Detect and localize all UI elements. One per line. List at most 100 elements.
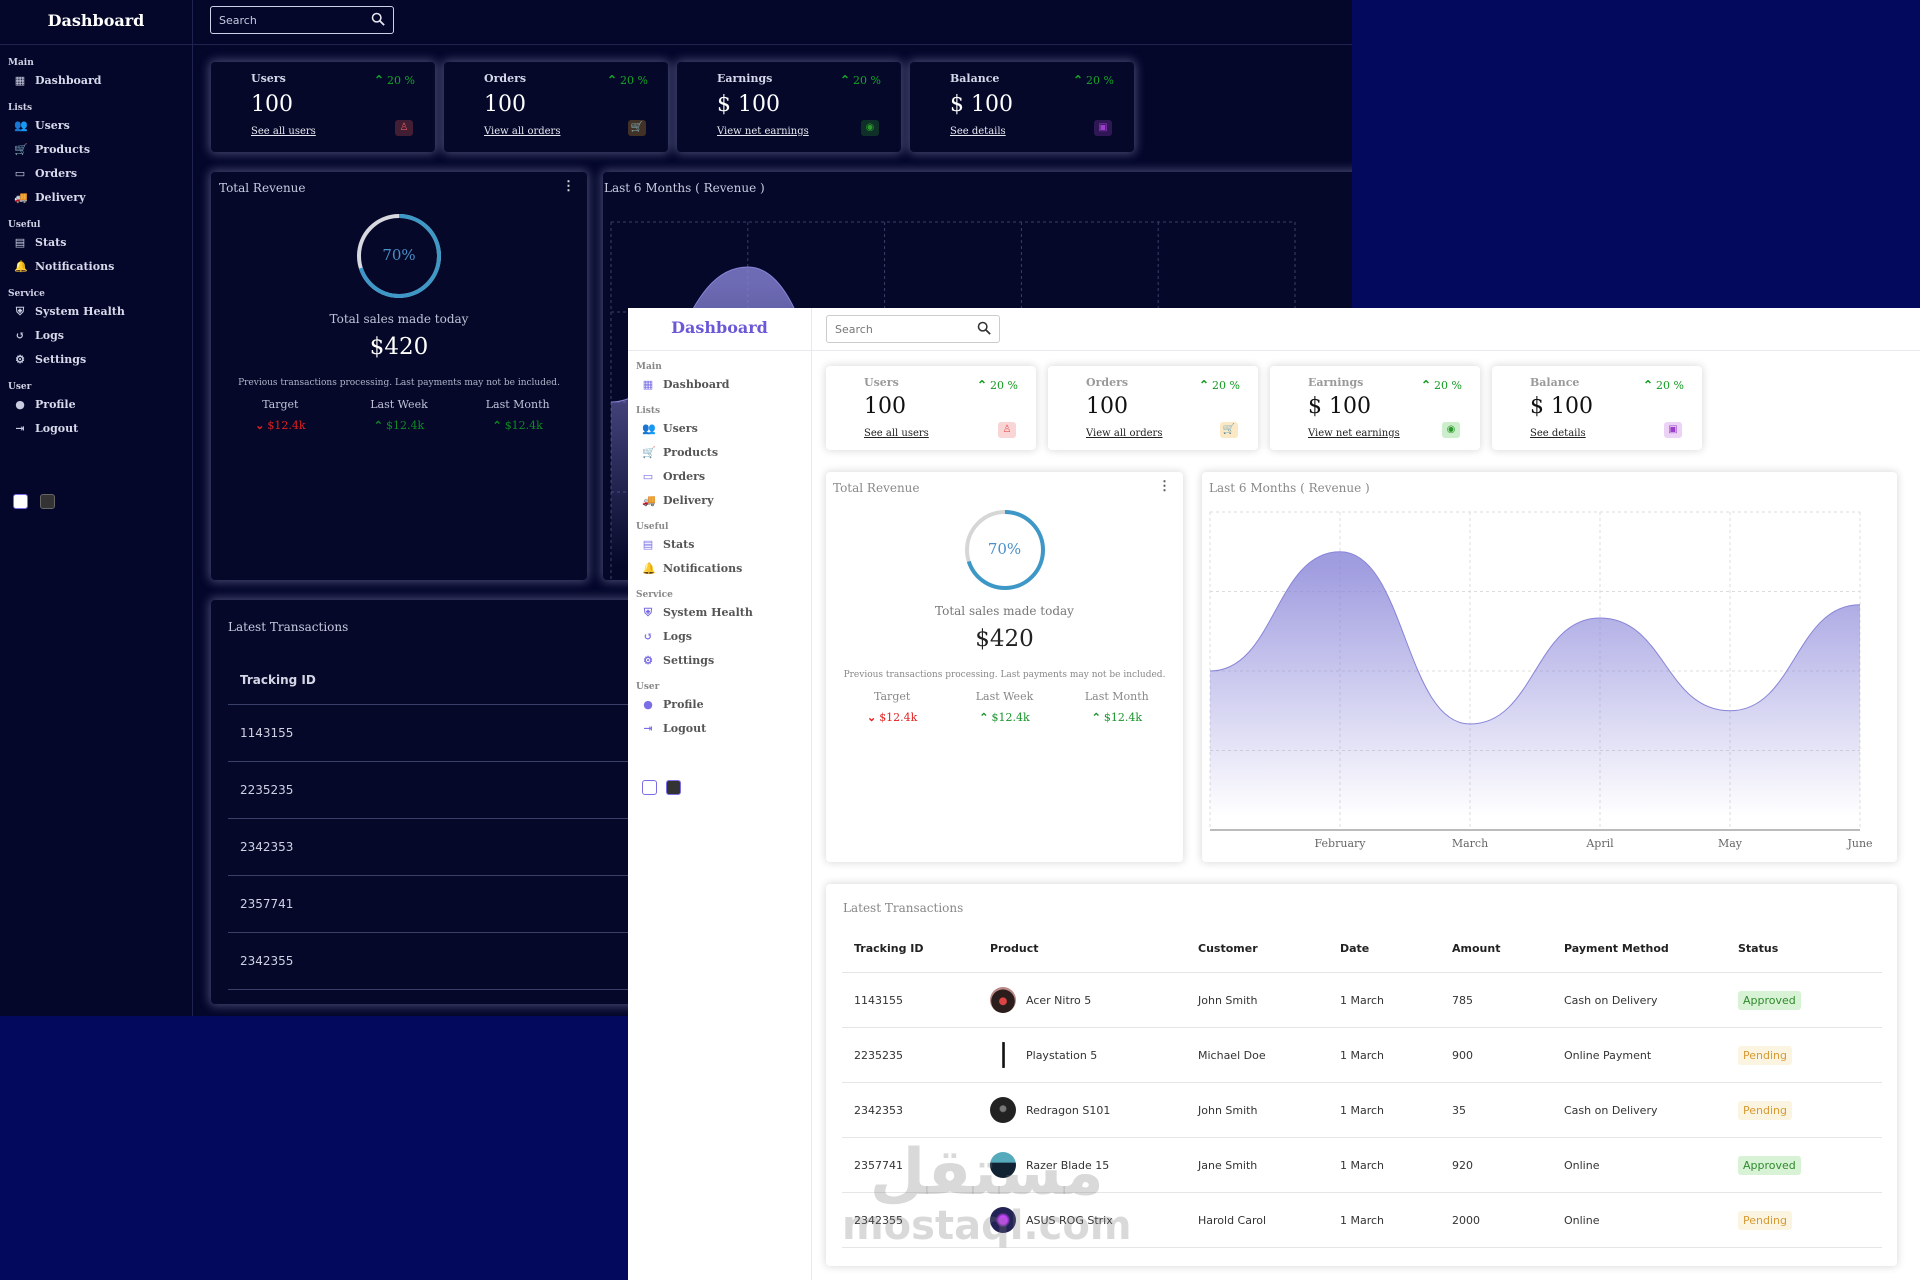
sidebar-item-label: Dashboard (35, 74, 102, 87)
date: 1 March (1328, 972, 1440, 1028)
sidebar-item-label: Settings (35, 353, 87, 366)
logo[interactable]: Dashboard (0, 0, 192, 45)
column-header[interactable]: Payment Method (1552, 924, 1726, 973)
chevron-up-icon: ⌃ (1642, 378, 1654, 392)
cart-icon: 🛒 (1220, 422, 1238, 438)
dark-theme-swatch[interactable] (40, 494, 55, 509)
widget-link[interactable]: See all users (864, 428, 929, 439)
sidebar-item-logout[interactable]: ⇥ Logout (14, 422, 78, 435)
sidebar-item-label: System Health (663, 606, 753, 619)
sidebar-item-orders[interactable]: ▭ Orders (642, 470, 705, 483)
tracking-id: 2342355 (842, 1192, 978, 1248)
search-icon[interactable] (371, 12, 385, 26)
sidebar-item-logout[interactable]: ⇥ Logout (642, 722, 706, 735)
search-input[interactable]: Search (210, 6, 394, 34)
widget-title: Orders (1086, 376, 1129, 389)
column-header[interactable]: Amount (1440, 924, 1552, 973)
dark-theme-swatch[interactable] (666, 780, 681, 795)
widget-link[interactable]: View net earnings (1308, 428, 1400, 439)
sidebar-item-users[interactable]: 👥 Users (14, 119, 70, 132)
table-row[interactable]: 2357741 Razer Blade 15 Jane Smith 1 March 92… (842, 1137, 1882, 1193)
column-header[interactable]: Tracking ID (842, 924, 978, 973)
table-row[interactable]: 1143155 Acer Nitro 5 John Smith 1 March 785 C… (842, 972, 1882, 1028)
widget-title: Earnings (717, 72, 773, 85)
product-image (990, 1097, 1016, 1123)
light-theme-swatch[interactable] (13, 494, 28, 509)
sidebar-item-notifications[interactable]: 🔔 Notifications (642, 562, 742, 575)
sidebar-item-stats[interactable]: ▤ Stats (14, 236, 67, 249)
widget-link[interactable]: View all orders (484, 126, 561, 137)
sidebar-item-stats[interactable]: ▤ Stats (642, 538, 695, 551)
sidebar-item-logs[interactable]: ↺ Logs (14, 329, 64, 342)
sidebar-item-profile[interactable]: ● Profile (642, 698, 703, 711)
sidebar-item-dashboard[interactable]: ▦ Dashboard (14, 74, 102, 87)
payment-method: Online Payment (1552, 1027, 1726, 1083)
column-header[interactable]: Status (1726, 924, 1882, 973)
featured-description: Previous transactions processing. Last p… (843, 670, 1166, 680)
widget-users: Users ⌃ 20 % 100 See all users ♙ (211, 62, 435, 152)
widget-orders: Orders ⌃ 20 % 100 View all orders 🛒 (1048, 366, 1258, 450)
more-options-icon[interactable]: ⋮ (1158, 479, 1171, 494)
transactions-title: Latest Transactions (843, 901, 964, 915)
sidebar-item-orders[interactable]: ▭ Orders (14, 167, 77, 180)
progress-ring (964, 510, 1045, 590)
column-header[interactable]: Date (1328, 924, 1440, 973)
widget-link[interactable]: See details (1530, 428, 1586, 439)
widget-link[interactable]: See details (950, 126, 1006, 137)
progress-label: 70% (987, 540, 1022, 558)
column-header[interactable]: Product (978, 924, 1186, 973)
sidebar-item-products[interactable]: 🛒 Products (642, 446, 718, 459)
search-icon[interactable] (977, 321, 991, 335)
widget-link[interactable]: View all orders (1086, 428, 1163, 439)
column-header[interactable]: Customer (1186, 924, 1328, 973)
sidebar-item-products[interactable]: 🛒 Products (14, 143, 90, 156)
sidebar-item-delivery[interactable]: 🚚 Delivery (14, 191, 85, 204)
percent-value: 20 % (620, 73, 648, 87)
light-theme-swatch[interactable] (642, 780, 657, 795)
column-header[interactable]: Tracking ID (228, 656, 666, 705)
percent-value: 20 % (1212, 378, 1240, 392)
sidebar-item-users[interactable]: 👥 Users (642, 422, 698, 435)
table-row[interactable]: 2235235 Playstation 5 Michael Doe 1 March 90… (842, 1027, 1882, 1083)
sidebar-item-label: Products (663, 446, 719, 459)
widget-link[interactable]: View net earnings (717, 126, 809, 137)
logo[interactable]: Dashboard (628, 308, 811, 351)
sidebar-item-label: Stats (663, 538, 695, 551)
tracking-id: 2342353 (228, 818, 666, 876)
summary-value: ⌃ $12.4k (458, 419, 577, 432)
featured-amount: $420 (975, 626, 1034, 652)
chevron-up-icon: ⌃ (1091, 711, 1101, 724)
summary-amount: $12.4k (1103, 711, 1142, 724)
amount: 900 (1440, 1027, 1552, 1083)
sidebar-item-notifications[interactable]: 🔔 Notifications (14, 260, 114, 273)
chart-title: Last 6 Months ( Revenue ) (1209, 481, 1370, 495)
status-cell: Approved (1726, 972, 1882, 1028)
history-icon: ↺ (15, 328, 25, 342)
sidebar-item-dashboard[interactable]: ▦ Dashboard (642, 378, 730, 391)
search-placeholder: Search (835, 322, 873, 336)
sidebar-item-logs[interactable]: ↺ Logs (642, 630, 692, 643)
progress-ring-fill (357, 214, 441, 298)
amount: 2000 (1440, 1192, 1552, 1248)
x-tick-label: April (1585, 837, 1614, 850)
search-input[interactable]: Search (826, 315, 1000, 343)
tracking-id: 2357741 (842, 1137, 978, 1193)
percent-value: 20 % (853, 73, 881, 87)
sidebar-item-settings[interactable]: ⚙ Settings (14, 353, 86, 366)
table-row[interactable]: 2342353 Redragon S101 John Smith 1 March 35 C… (842, 1082, 1882, 1138)
sidebar-item-label: Logout (663, 722, 707, 735)
card-icon: ▭ (14, 166, 26, 180)
chevron-up-icon: ⌃ (373, 419, 384, 432)
sidebar-item-profile[interactable]: ● Profile (14, 398, 75, 411)
table-row[interactable]: 2342355 ASUS ROG Strix Harold Carol 1 March… (842, 1192, 1882, 1248)
sidebar-item-system-health[interactable]: ⛨ System Health (642, 606, 753, 619)
sidebar-item-settings[interactable]: ⚙ Settings (642, 654, 714, 667)
summary-amount: $12.4k (504, 419, 543, 432)
widget-link[interactable]: See all users (251, 126, 316, 137)
more-options-icon[interactable]: ⋮ (562, 179, 575, 194)
sidebar-item-system-health[interactable]: ⛨ System Health (14, 305, 125, 318)
sidebar-item-delivery[interactable]: 🚚 Delivery (642, 494, 713, 507)
status-badge: Pending (1738, 1100, 1792, 1120)
summary-title: Last Month (485, 398, 550, 411)
